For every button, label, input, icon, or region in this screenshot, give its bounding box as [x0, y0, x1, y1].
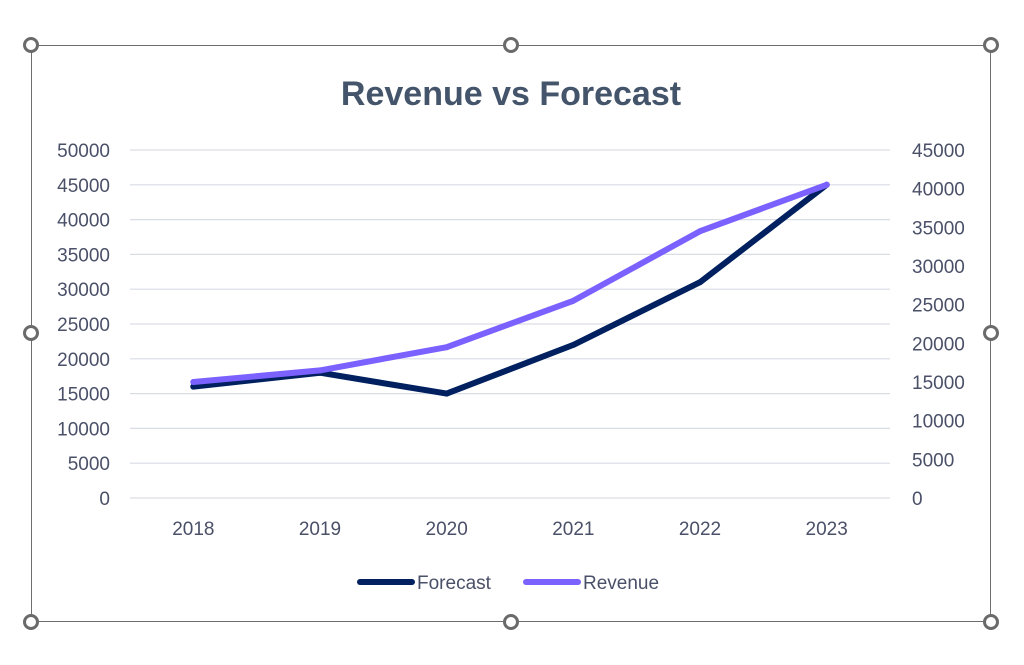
data-point-revenue[interactable] — [823, 181, 830, 188]
right-axis-tick-label: 0 — [912, 489, 923, 510]
resize-handle-top-left[interactable] — [23, 37, 39, 53]
series-lines — [190, 181, 830, 397]
data-point-forecast[interactable] — [570, 341, 577, 348]
legend-label-forecast[interactable]: Forecast — [417, 573, 492, 594]
x-axis-tick-label: 2020 — [426, 519, 468, 540]
right-axis-tick-label: 15000 — [912, 373, 965, 394]
left-axis-tick-label: 35000 — [57, 245, 110, 266]
left-axis: 0 5000 10000 15000 20000 25000 30000 35000 40000… — [57, 141, 110, 510]
data-point-revenue[interactable] — [443, 344, 450, 351]
left-axis-tick-label: 15000 — [57, 385, 110, 406]
right-axis-tick-label: 35000 — [912, 218, 965, 239]
chart-title[interactable]: Revenue vs Forecast — [341, 75, 681, 113]
left-axis-tick-label: 50000 — [57, 141, 110, 162]
x-axis-tick-label: 2022 — [679, 519, 721, 540]
data-point-revenue[interactable] — [570, 297, 577, 304]
left-axis-tick-label: 5000 — [68, 454, 110, 475]
x-axis-tick-label: 2019 — [299, 519, 341, 540]
resize-handle-bottom-center[interactable] — [503, 614, 519, 630]
data-point-forecast[interactable] — [190, 383, 197, 390]
left-axis-tick-label: 10000 — [57, 419, 110, 440]
data-point-forecast[interactable] — [697, 279, 703, 286]
data-point-revenue[interactable] — [697, 228, 703, 235]
right-axis-tick-label: 5000 — [912, 450, 954, 471]
legend-label-revenue[interactable]: Revenue — [583, 573, 659, 594]
right-axis-tick-label: 10000 — [912, 412, 965, 433]
x-axis-tick-label: 2018 — [172, 519, 214, 540]
data-point-revenue[interactable] — [317, 367, 323, 374]
legend[interactable]: Forecast Revenue — [357, 573, 659, 594]
resize-handle-middle-left[interactable] — [23, 325, 39, 341]
chart-object[interactable] — [31, 45, 991, 622]
right-axis-tick-label: 40000 — [912, 180, 965, 201]
right-axis-tick-label: 45000 — [912, 141, 965, 162]
resize-handle-bottom-right[interactable] — [983, 614, 999, 630]
resize-handle-middle-right[interactable] — [983, 325, 999, 341]
left-axis-tick-label: 45000 — [57, 176, 110, 197]
x-axis: 2018 2019 2020 2021 2022 2023 — [172, 519, 848, 540]
x-axis-tick-label: 2023 — [806, 519, 848, 540]
data-point-revenue[interactable] — [190, 379, 197, 385]
left-axis-tick-label: 0 — [99, 489, 110, 510]
right-axis-tick-label: 25000 — [912, 296, 965, 317]
series-line-revenue[interactable] — [190, 181, 830, 385]
resize-handle-bottom-left[interactable] — [23, 614, 39, 630]
x-axis-tick-label: 2021 — [552, 519, 594, 540]
resize-handle-top-center[interactable] — [503, 37, 519, 53]
right-axis: 0 5000 10000 15000 20000 25000 30000 35000 40000… — [912, 141, 965, 510]
right-axis-tick-label: 20000 — [912, 334, 965, 355]
left-axis-tick-label: 20000 — [57, 350, 110, 371]
left-axis-tick-label: 25000 — [57, 315, 110, 336]
gridlines — [130, 149, 890, 499]
left-axis-tick-label: 40000 — [57, 211, 110, 232]
data-point-forecast[interactable] — [443, 390, 450, 397]
left-axis-tick-label: 30000 — [57, 280, 110, 301]
right-axis-tick-label: 30000 — [912, 257, 965, 278]
resize-handle-top-right[interactable] — [983, 37, 999, 53]
